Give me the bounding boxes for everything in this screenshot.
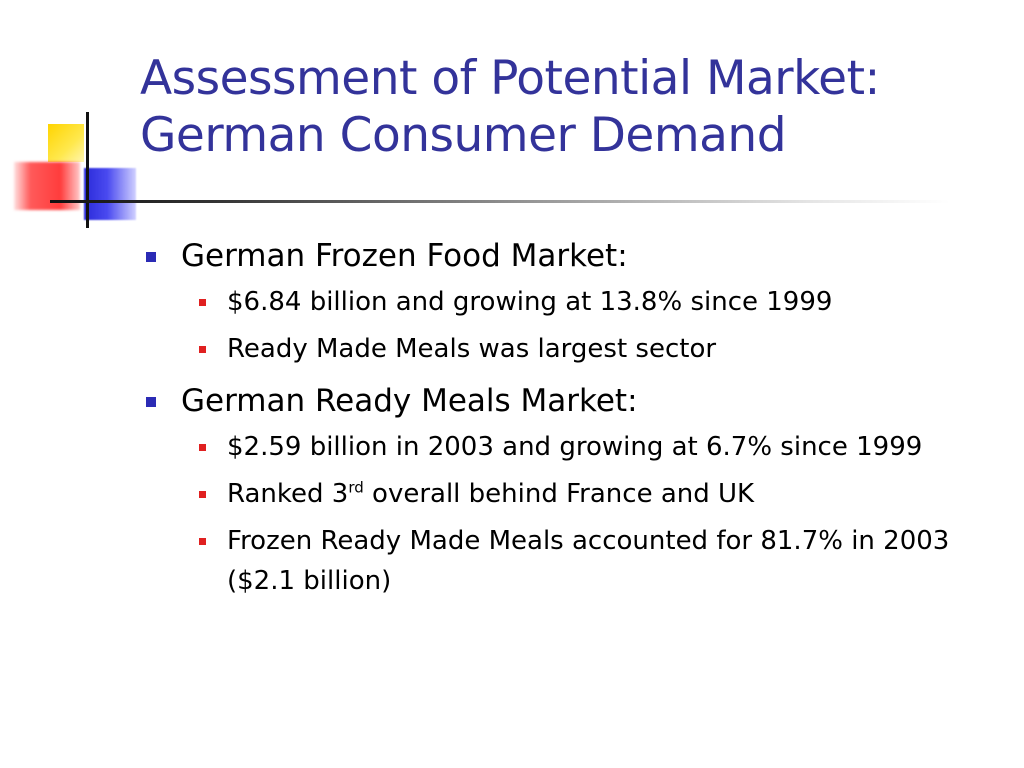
list-item-text: Frozen Ready Made Meals accounted for 81… — [227, 526, 950, 596]
list-item: Frozen Ready Made Meals accounted for 81… — [181, 521, 1010, 601]
yellow-square-decoration — [48, 124, 84, 162]
slide-title-line-2: German Consumer Demand — [140, 108, 787, 163]
slide-title-line-1: Assessment of Potential Market: — [140, 51, 880, 106]
bullet-list: German Frozen Food Market: $6.84 billion… — [140, 236, 1010, 611]
ranking-text: Ranked 3 — [227, 479, 349, 509]
section-heading: German Ready Meals Market: — [181, 383, 638, 419]
blue-square-decoration — [84, 168, 136, 220]
list-item-text: $6.84 billion and growing at 13.8% since… — [227, 287, 833, 317]
square-bullet-icon — [146, 252, 156, 262]
sub-bullet-list: $2.59 billion in 2003 and growing at 6.7… — [181, 427, 1010, 601]
square-bullet-icon — [199, 491, 206, 498]
square-bullet-icon — [199, 444, 206, 451]
square-bullet-icon — [199, 299, 206, 306]
list-item: Ready Made Meals was largest sector — [181, 329, 1010, 369]
list-item: $2.59 billion in 2003 and growing at 6.7… — [181, 427, 1010, 467]
list-item: Ranked 3rd overall behind France and UK — [181, 474, 1010, 514]
square-bullet-icon — [199, 346, 206, 353]
square-bullet-icon — [199, 538, 206, 545]
section-frozen-food-market: German Frozen Food Market: $6.84 billion… — [140, 236, 1010, 369]
ranking-text-rest: overall behind France and UK — [363, 479, 755, 509]
section-ready-meals-market: German Ready Meals Market: $2.59 billion… — [140, 381, 1010, 601]
square-bullet-icon — [146, 397, 156, 407]
list-item: $6.84 billion and growing at 13.8% since… — [181, 282, 1010, 322]
list-item-text: Ranked 3rd overall behind France and UK — [227, 474, 1010, 514]
ordinal-superscript: rd — [348, 478, 364, 497]
list-item-text: $2.59 billion in 2003 and growing at 6.7… — [227, 432, 923, 462]
slide-title: Assessment of Potential Market: German C… — [140, 50, 1000, 164]
vertical-rule-decoration — [86, 112, 89, 228]
list-item-text: Ready Made Meals was largest sector — [227, 334, 717, 364]
sub-bullet-list: $6.84 billion and growing at 13.8% since… — [181, 282, 1010, 369]
title-underline-rule — [50, 200, 950, 203]
section-heading: German Frozen Food Market: — [181, 238, 628, 274]
